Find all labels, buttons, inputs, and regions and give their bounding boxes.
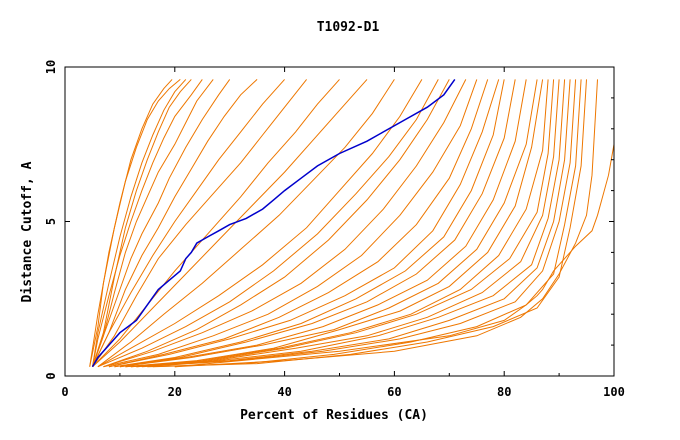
chart-title: T1092-D1 — [317, 20, 380, 35]
series-line-10 — [92, 79, 307, 367]
series-line-28 — [130, 79, 560, 368]
x-tick-label: 60 — [387, 385, 401, 399]
series-line-17 — [103, 79, 467, 368]
series-line-35 — [174, 79, 615, 368]
series-line-25 — [125, 79, 544, 368]
series-line-24 — [119, 79, 538, 368]
x-axis-label: Percent of Residues (CA) — [240, 408, 428, 423]
series-line-9 — [92, 79, 285, 367]
series-line-32 — [147, 79, 582, 368]
series-line-31 — [141, 79, 577, 368]
x-tick-label: 20 — [168, 385, 182, 399]
series-line-30 — [136, 79, 571, 368]
y-tick-label: 10 — [44, 60, 58, 74]
y-tick-label: 0 — [44, 372, 58, 379]
series-line-14 — [97, 79, 423, 368]
series-line-12 — [92, 79, 368, 368]
series-line-11 — [92, 79, 340, 368]
series-line-22 — [114, 79, 516, 368]
series-line-6 — [92, 79, 214, 367]
series-line-16 — [103, 79, 450, 368]
series-line-34 — [174, 79, 598, 368]
series-line-19 — [108, 79, 489, 368]
y-axis-label: Distance Cutoff, A — [20, 161, 35, 302]
series-line-20 — [108, 79, 500, 368]
series-line-8 — [92, 79, 258, 367]
series-line-5 — [92, 79, 203, 367]
series-line-23 — [119, 79, 527, 368]
series-line-27 — [130, 79, 555, 368]
y-tick-label: 5 — [44, 218, 58, 225]
series-line-1 — [89, 79, 173, 367]
y-tick-labels: 0 5 10 — [44, 60, 58, 380]
series-line-4 — [92, 79, 192, 367]
highlight-line — [91, 78, 456, 368]
x-tick-label: 40 — [277, 385, 291, 399]
highlight-series-line — [91, 78, 456, 368]
x-tick-labels: 0 20 40 60 80 100 — [61, 385, 624, 399]
x-tick-label: 100 — [603, 385, 625, 399]
axis-ticks — [64, 66, 615, 377]
plot-lines — [89, 79, 615, 368]
series-line-3 — [92, 79, 187, 367]
series-line-29 — [136, 79, 566, 368]
series-line-18 — [103, 79, 478, 368]
series-line-26 — [125, 79, 549, 368]
x-tick-label: 80 — [497, 385, 511, 399]
series-line-7 — [92, 79, 231, 367]
series-line-21 — [114, 79, 505, 368]
x-tick-label: 0 — [61, 385, 68, 399]
series-line-2 — [89, 79, 181, 367]
series-line-13 — [97, 79, 395, 368]
series-line-15 — [97, 79, 439, 368]
